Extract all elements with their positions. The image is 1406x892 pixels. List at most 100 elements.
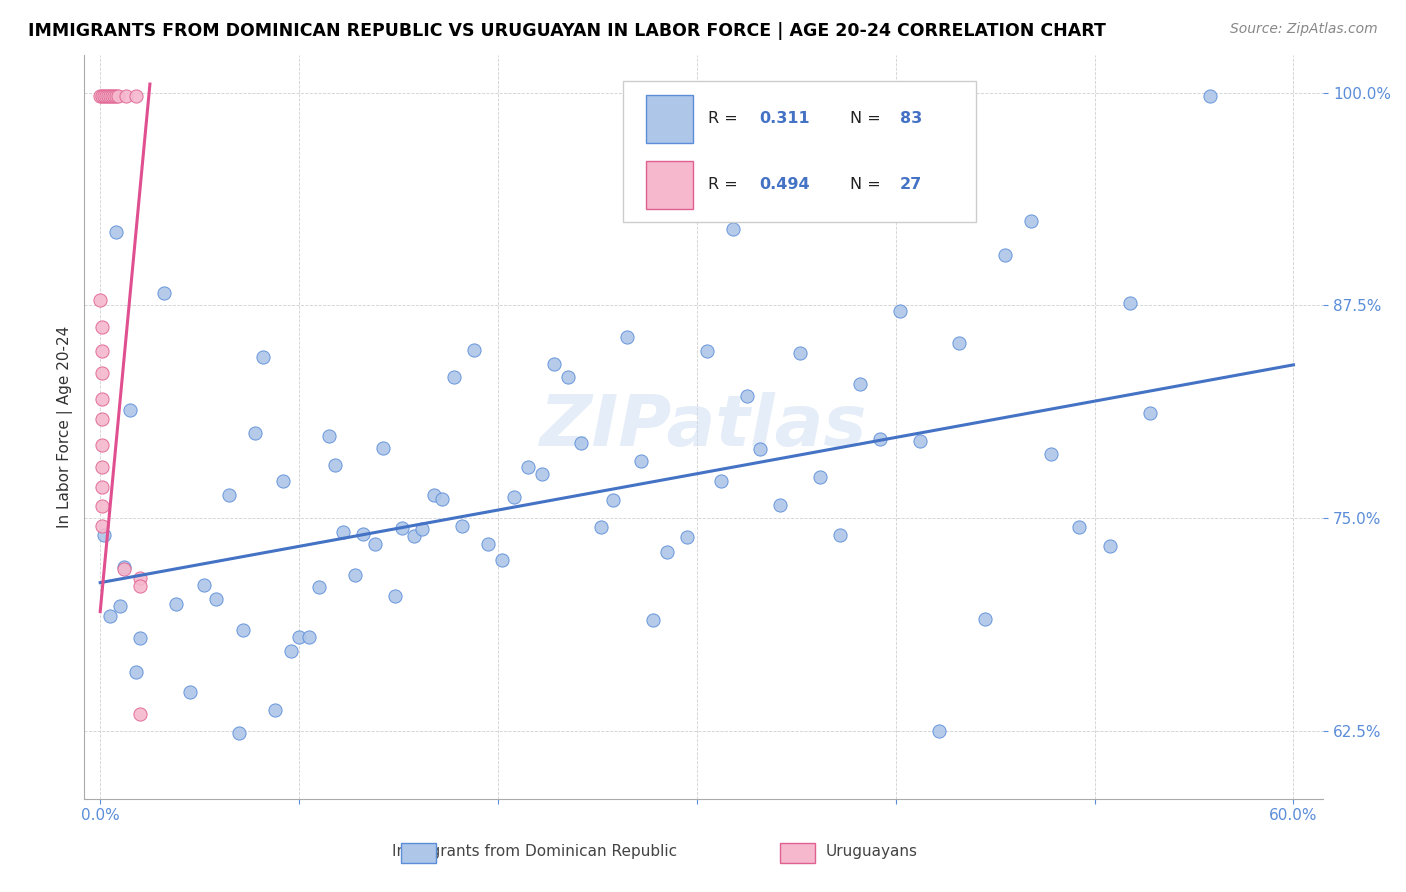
Point — [363, 537, 385, 551]
Point — [91, 320, 114, 334]
Text: N =: N = — [851, 112, 880, 127]
FancyBboxPatch shape — [623, 81, 976, 222]
Bar — [645, 95, 693, 143]
Point — [463, 343, 485, 357]
Point — [193, 578, 215, 592]
Point — [96, 89, 118, 103]
Point — [103, 89, 125, 103]
Point — [974, 612, 997, 626]
Point — [308, 580, 330, 594]
Point — [129, 570, 152, 584]
Point — [908, 434, 931, 448]
Point — [789, 345, 811, 359]
Point — [252, 350, 274, 364]
Point — [630, 454, 652, 468]
Point — [1199, 89, 1222, 103]
Point — [91, 89, 114, 103]
Point — [332, 525, 354, 540]
Point — [98, 89, 121, 103]
Point — [204, 592, 226, 607]
Point — [112, 562, 135, 576]
Point — [343, 567, 366, 582]
Point — [616, 330, 638, 344]
Point — [129, 579, 152, 593]
Point — [948, 335, 970, 350]
Point — [371, 441, 394, 455]
Point — [994, 248, 1017, 262]
Point — [271, 475, 294, 489]
Point — [93, 89, 115, 103]
Point — [165, 597, 187, 611]
Point — [107, 89, 129, 103]
Point — [1139, 406, 1161, 420]
Point — [91, 438, 114, 452]
Point — [869, 432, 891, 446]
Point — [710, 474, 733, 488]
Point — [245, 425, 267, 440]
Point — [1067, 520, 1090, 534]
Point — [91, 459, 114, 474]
Text: Source: ZipAtlas.com: Source: ZipAtlas.com — [1230, 22, 1378, 37]
Point — [93, 528, 115, 542]
Point — [676, 530, 699, 544]
Point — [391, 521, 413, 535]
Point — [91, 392, 114, 406]
Point — [89, 293, 111, 308]
Point — [323, 458, 346, 472]
Text: R =: R = — [707, 178, 737, 193]
Point — [98, 608, 121, 623]
Point — [105, 89, 128, 103]
Point — [530, 467, 553, 481]
Point — [808, 470, 831, 484]
Text: Immigrants from Dominican Republic: Immigrants from Dominican Republic — [392, 845, 676, 859]
Point — [571, 435, 593, 450]
Point — [828, 528, 851, 542]
Point — [502, 490, 524, 504]
Point — [655, 545, 678, 559]
Point — [179, 685, 201, 699]
Point — [91, 344, 114, 359]
Point — [411, 523, 433, 537]
Point — [129, 631, 152, 645]
Point — [641, 613, 664, 627]
Point — [1039, 447, 1062, 461]
Text: Uruguayans: Uruguayans — [825, 845, 918, 859]
Point — [115, 89, 138, 103]
Point — [477, 537, 499, 551]
Text: 27: 27 — [900, 178, 922, 193]
Point — [602, 492, 624, 507]
Text: 0.311: 0.311 — [759, 112, 810, 127]
Point — [101, 89, 124, 103]
Text: 83: 83 — [900, 112, 922, 127]
Point — [89, 89, 111, 103]
Text: R =: R = — [707, 112, 737, 127]
Point — [125, 665, 148, 679]
Point — [516, 460, 538, 475]
Point — [749, 442, 772, 457]
Point — [849, 377, 872, 392]
Point — [352, 527, 374, 541]
Point — [721, 222, 744, 236]
Point — [112, 559, 135, 574]
Point — [91, 499, 114, 513]
Point — [889, 304, 911, 318]
Point — [423, 488, 446, 502]
Point — [384, 589, 406, 603]
Point — [769, 498, 792, 512]
Point — [491, 553, 513, 567]
Point — [1019, 214, 1042, 228]
Point — [404, 529, 426, 543]
Point — [153, 286, 176, 301]
Point — [288, 630, 311, 644]
Point — [696, 343, 718, 358]
Text: ZIPatlas: ZIPatlas — [540, 392, 868, 461]
Point — [125, 89, 148, 103]
Text: N =: N = — [851, 178, 880, 193]
Point — [105, 225, 128, 239]
Bar — [645, 161, 693, 209]
Point — [264, 703, 287, 717]
Point — [318, 429, 340, 443]
Point — [118, 403, 141, 417]
Point — [91, 519, 114, 533]
Point — [1099, 539, 1122, 553]
